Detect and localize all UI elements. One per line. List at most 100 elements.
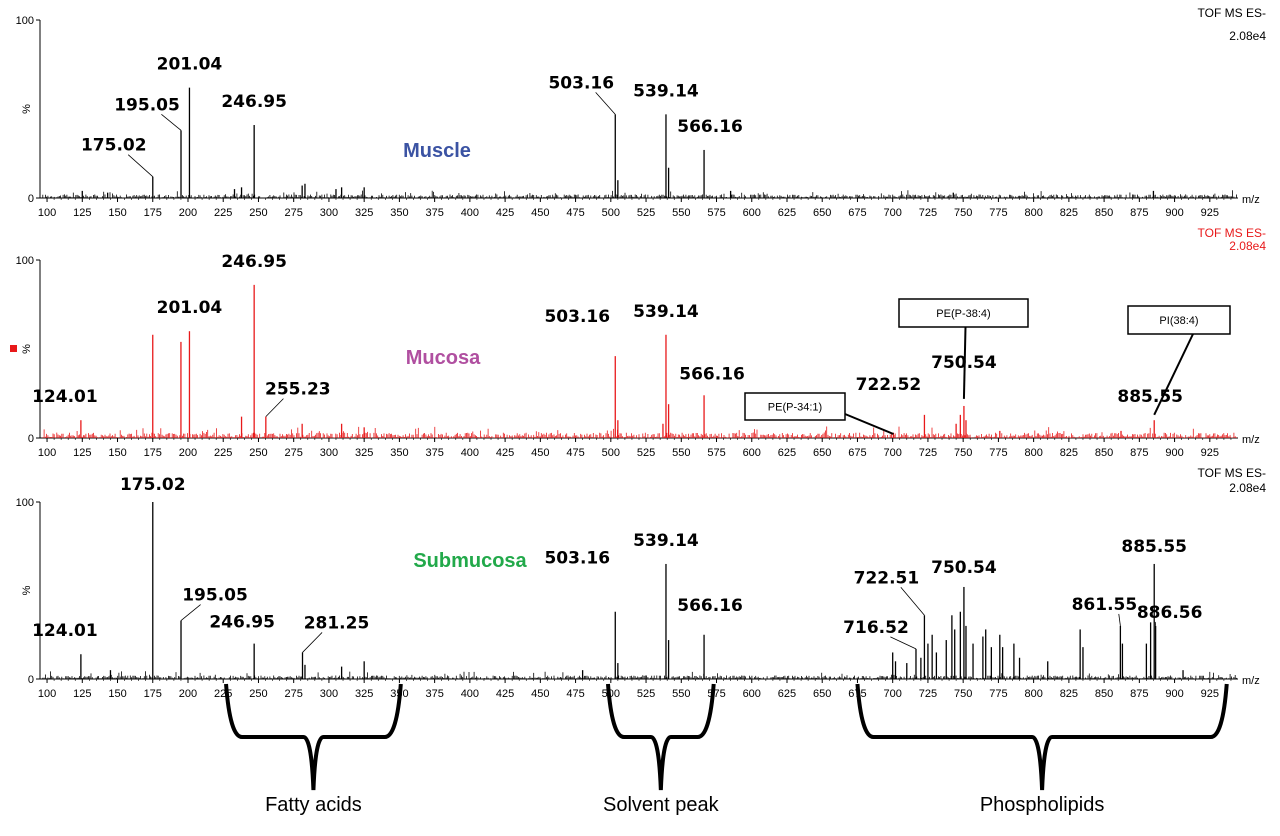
tissue-label: Submucosa [413,550,527,572]
spectrum-panel-mucosa: 0 100% 100 125 150 175 200 225 250 275 300 325 350 37… [10,226,1266,459]
x-tick-label: 900 [1165,688,1183,700]
annotation-box [898,298,1029,328]
peak-label: 716.52 [843,618,909,638]
peak-label: 886.56 [1137,603,1203,623]
x-tick-label: 900 [1165,207,1183,219]
x-tick-label: 825 [1060,688,1078,700]
peak-label: 503.16 [548,73,614,93]
peak-label: 539.14 [633,302,699,322]
x-tick-label: 600 [743,688,761,700]
x-tick-label: 850 [1095,447,1113,459]
peak-leader [900,587,925,616]
x-tick-label: 575 [707,207,725,219]
x-tick-label: 175 [144,688,162,700]
x-tick-label: 825 [1060,207,1078,219]
x-axis-label: m/z [1242,434,1260,446]
peak-leader [890,636,917,650]
x-tick-label: 800 [1024,207,1042,219]
y-axis-label: % [21,104,33,114]
annotation-pointer [1153,333,1194,416]
x-tick-label: 125 [73,447,91,459]
x-tick-label: 875 [1130,447,1148,459]
x-tick-label: 375 [425,688,443,700]
x-tick-label: 250 [249,447,267,459]
x-tick-label: 325 [355,688,373,700]
x-tick-label: 575 [707,688,725,700]
x-tick-label: 725 [919,207,937,219]
peak-label: 175.02 [120,475,186,495]
group-label: Phospholipids [980,794,1105,816]
x-tick-label: 250 [249,207,267,219]
x-tick-label: 925 [1201,207,1219,219]
x-tick-label: 425 [496,207,514,219]
x-tick-label: 625 [778,688,796,700]
x-tick-label: 500 [602,447,620,459]
x-tick-label: 900 [1165,447,1183,459]
peak-label: 722.52 [856,375,922,395]
x-tick-label: 625 [778,447,796,459]
x-tick-label: 350 [390,447,408,459]
x-tick-label: 175 [144,207,162,219]
x-tick-label: 650 [813,688,831,700]
x-tick-label: 525 [637,207,655,219]
x-tick-label: 475 [566,447,584,459]
group-label: Solvent peak [603,794,720,816]
peak-label: 566.16 [677,596,743,616]
instrument-header: TOF MS ES- [1198,466,1266,480]
peak-label: 195.05 [182,586,248,606]
tissue-label: Muscle [403,140,471,162]
annotation-box [1127,305,1231,335]
x-tick-label: 150 [108,207,126,219]
annotation-box [744,392,846,421]
peak-label: 124.01 [32,387,98,407]
y-axis-label: % [21,585,33,595]
x-tick-label: 225 [214,447,232,459]
x-tick-label: 450 [531,688,549,700]
peak-label: 281.25 [304,613,370,633]
x-tick-label: 375 [425,447,443,459]
x-tick-label: 675 [848,447,866,459]
x-tick-label: 850 [1095,688,1113,700]
peak-label: 503.16 [544,307,610,327]
y-tick-label: 100 [16,15,34,27]
spectrum-panel-muscle: 0 100% 100 125 150 175 200 225 250 275 300 325 350 37… [16,6,1267,219]
peak-label: 566.16 [677,117,743,137]
tissue-label: Mucosa [406,347,481,369]
peak-label: 246.95 [209,613,275,633]
x-tick-label: 400 [461,207,479,219]
x-axis-label: m/z [1242,675,1260,687]
x-tick-label: 700 [884,447,902,459]
group-label: Fatty acids [265,794,362,816]
x-tick-label: 575 [707,447,725,459]
peak-leader [127,154,154,177]
x-tick-label: 375 [425,207,443,219]
x-tick-label: 700 [884,688,902,700]
x-tick-label: 125 [73,207,91,219]
group-brace [855,683,1229,791]
x-tick-label: 500 [602,207,620,219]
x-tick-label: 925 [1201,447,1219,459]
y-tick-label: 100 [16,255,34,267]
x-tick-label: 300 [320,447,338,459]
x-tick-label: 550 [672,688,690,700]
x-tick-label: 250 [249,688,267,700]
peak-label: 246.95 [221,252,287,272]
x-tick-label: 300 [320,207,338,219]
x-tick-label: 125 [73,688,91,700]
peak-label: 885.55 [1117,387,1183,407]
x-tick-label: 875 [1130,688,1148,700]
group-brace [605,683,716,791]
x-tick-label: 775 [989,688,1007,700]
peak-leader [595,92,616,115]
peak-leader [265,398,284,417]
x-tick-label: 100 [38,688,56,700]
instrument-header: 2.08e4 [1229,29,1266,43]
x-tick-label: 775 [989,207,1007,219]
x-tick-label: 600 [743,447,761,459]
peak-leader [180,604,201,621]
x-tick-label: 475 [566,207,584,219]
instrument-header: TOF MS ES- [1198,6,1266,20]
annotation-label: PI(38:4) [1159,315,1198,327]
